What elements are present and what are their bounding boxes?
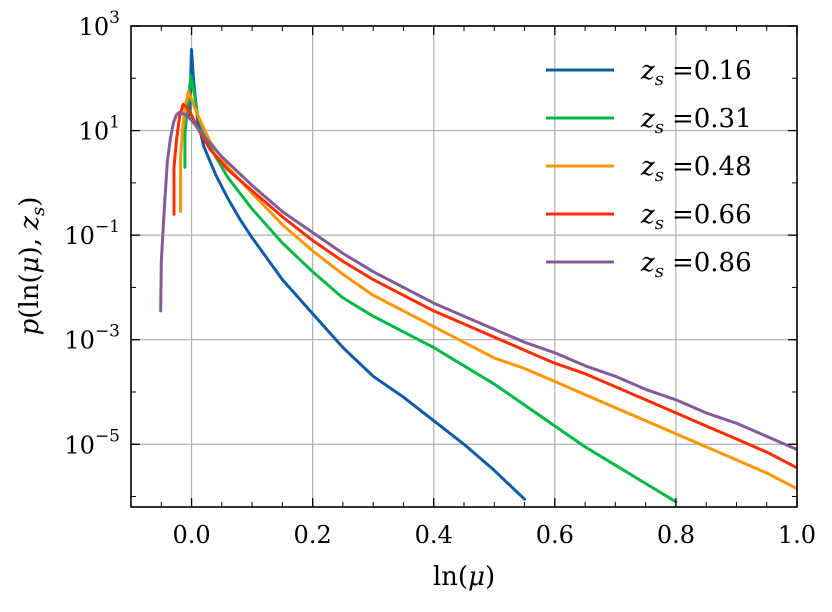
y-tick-label: 101 <box>79 113 120 146</box>
x-tick-label: 0.0 <box>172 521 210 549</box>
legend-label: zs =0.66 <box>640 200 752 234</box>
y-tick-label: 103 <box>79 8 120 41</box>
x-tick-label: 0.4 <box>415 521 453 549</box>
legend-label: zs =0.48 <box>640 152 752 186</box>
series-line <box>179 89 797 491</box>
y-axis-label: p(ln(μ), zs) <box>15 197 49 336</box>
x-tick-label: 1.0 <box>778 521 816 549</box>
y-tick-label: 10−5 <box>64 426 120 459</box>
x-tick-label: 0.6 <box>536 521 574 549</box>
x-tick-label: 0.2 <box>294 521 332 549</box>
tick-labels: 0.0 0.2 0.4 0.6 0.8 1.0 103 101 10−1 10−3 10−5 <box>64 8 816 549</box>
legend: zs =0.16 zs =0.31 zs =0.48 zs =0.66 zs =0.86 <box>546 56 752 282</box>
series-line <box>159 110 797 451</box>
ticks <box>130 25 798 507</box>
legend-label: zs =0.16 <box>640 56 752 90</box>
x-tick-label: 0.8 <box>657 521 695 549</box>
series-layer <box>159 48 797 504</box>
x-axis-label: ln(μ) <box>433 562 495 592</box>
y-tick-label: 10−1 <box>64 217 120 250</box>
series-line <box>172 102 797 470</box>
series-line <box>188 48 526 501</box>
series-line <box>183 74 678 504</box>
legend-label: zs =0.31 <box>640 104 752 138</box>
legend-label: zs =0.86 <box>640 248 752 282</box>
y-tick-label: 10−3 <box>64 322 120 355</box>
